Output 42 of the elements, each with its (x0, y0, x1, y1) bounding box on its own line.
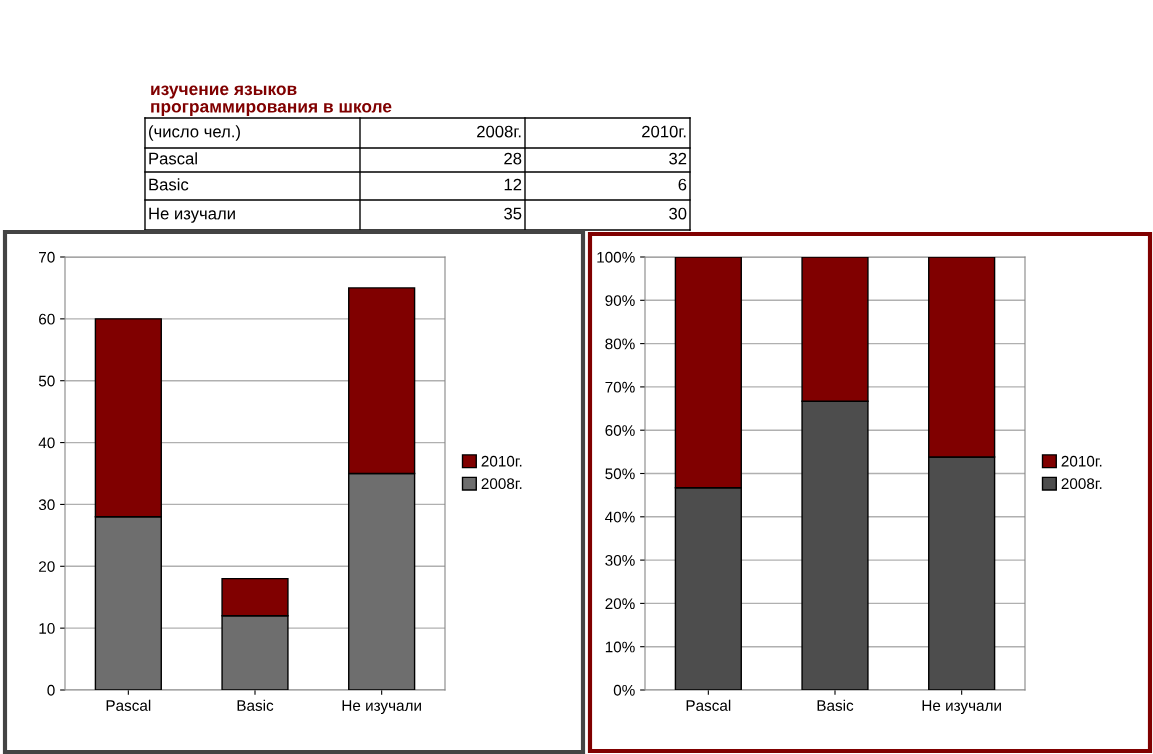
y-tick-label: 0 (47, 684, 55, 696)
x-tick-label: Basic (237, 699, 274, 711)
category-label: Не изучали (149, 207, 235, 223)
y-tick-label: 70 (39, 251, 55, 263)
text: изучение языков программирования в школе (151, 85, 392, 116)
legend-label: 2008г. (1061, 478, 1102, 490)
text: (число чел.) (149, 125, 240, 141)
y-tick-label: 100% (597, 251, 635, 263)
y-tick-label: 80% (605, 338, 635, 350)
data-label: 28 (504, 152, 522, 165)
y-tick-label: 90% (605, 295, 635, 306)
y-tick-label: 70% (605, 381, 635, 393)
legend-label: 2010г. (481, 455, 522, 467)
y-tick-label: 40 (38, 437, 55, 449)
data-label: 35 (504, 207, 522, 220)
y-tick-label: 30 (38, 499, 55, 511)
y-tick-label: 10% (605, 641, 635, 653)
category-label: Pascal (149, 152, 197, 165)
category-label: Basic (149, 178, 189, 191)
y-tick-label: 40% (605, 511, 635, 523)
y-tick-label: 60 (39, 313, 55, 325)
y-tick-label: 0% (613, 684, 635, 696)
y-tick-label: 50% (605, 468, 635, 480)
x-tick-label: Не изучали (922, 700, 1001, 714)
data-label: 12 (504, 178, 522, 191)
text: 2010г. (642, 125, 686, 138)
y-tick-label: 50 (38, 375, 55, 387)
y-tick-label: 20 (39, 561, 55, 572)
text: 2008г. (477, 125, 521, 138)
data-label: 30 (669, 207, 687, 220)
x-tick-label: Не изучали (342, 700, 421, 714)
y-tick-label: 60% (605, 425, 635, 436)
x-tick-label: Pascal (106, 699, 151, 711)
y-tick-label: 10 (39, 623, 55, 634)
data-label: 32 (669, 152, 687, 165)
x-tick-label: Pascal (686, 699, 731, 711)
y-tick-label: 20% (605, 598, 635, 610)
x-tick-label: Basic (817, 699, 854, 711)
y-tick-label: 30% (605, 554, 635, 566)
legend-label: 2008г. (481, 478, 522, 490)
data-label: 6 (678, 178, 687, 191)
legend-label: 2010г. (1061, 455, 1102, 467)
